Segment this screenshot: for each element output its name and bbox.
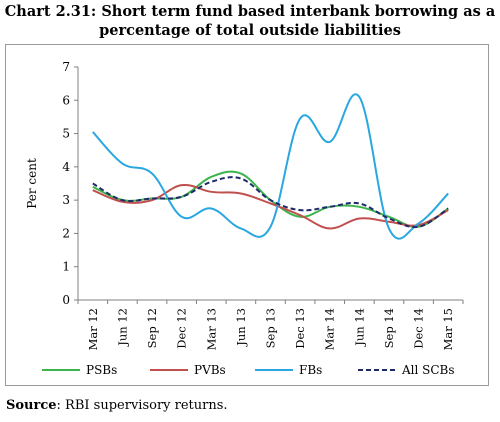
- x-tick-label: Mar 14: [323, 308, 337, 350]
- series-line-fbs: [92, 93, 449, 240]
- x-tick-label: Jun 13: [234, 308, 248, 347]
- y-tick-label: 7: [62, 60, 70, 74]
- source-text: : RBI supervisory returns.: [56, 398, 228, 413]
- x-tick-label: Dec 13: [293, 308, 307, 349]
- chart-title: Chart 2.31: Short term fund based interb…: [0, 2, 500, 40]
- chart-frame: [5, 44, 489, 386]
- legend-label-psbs: PSBs: [86, 363, 117, 377]
- x-tick-label: Sep 12: [145, 308, 159, 348]
- y-tick-label: 0: [62, 293, 70, 307]
- x-tick-label: Sep 13: [264, 308, 278, 348]
- y-axis-title: Per cent: [25, 158, 39, 209]
- y-tick-label: 3: [62, 193, 70, 207]
- series-line-pvbs: [92, 183, 449, 230]
- x-tick-label: Dec 12: [175, 308, 189, 349]
- y-tick-label: 1: [62, 260, 70, 274]
- chart-title-line-2: percentage of total outside liabilities: [99, 22, 401, 39]
- source-label: Source: [6, 398, 57, 413]
- y-tick-label: 2: [62, 226, 70, 240]
- x-tick-label: Jun 14: [352, 308, 366, 347]
- source-note: Source: RBI supervisory returns.: [6, 398, 228, 413]
- x-tick-label: Mar 12: [86, 308, 100, 350]
- legend-label-all-scbs: All SCBs: [401, 363, 455, 377]
- x-tick-label: Mar 13: [204, 308, 218, 350]
- x-tick-label: Sep 14: [382, 308, 396, 348]
- x-tick-label: Jun 12: [115, 308, 129, 347]
- y-tick-label: 4: [62, 160, 70, 174]
- x-tick-label: Mar 15: [441, 308, 455, 350]
- series-line-all-scbs: [92, 176, 449, 229]
- x-tick-label: Dec 14: [412, 308, 426, 349]
- chart-title-line-1: Chart 2.31: Short term fund based interb…: [4, 3, 496, 20]
- y-tick-label: 5: [62, 127, 70, 141]
- y-tick-label: 6: [62, 93, 70, 107]
- legend-label-fbs: FBs: [299, 363, 322, 377]
- legend-label-pvbs: PVBs: [194, 363, 226, 377]
